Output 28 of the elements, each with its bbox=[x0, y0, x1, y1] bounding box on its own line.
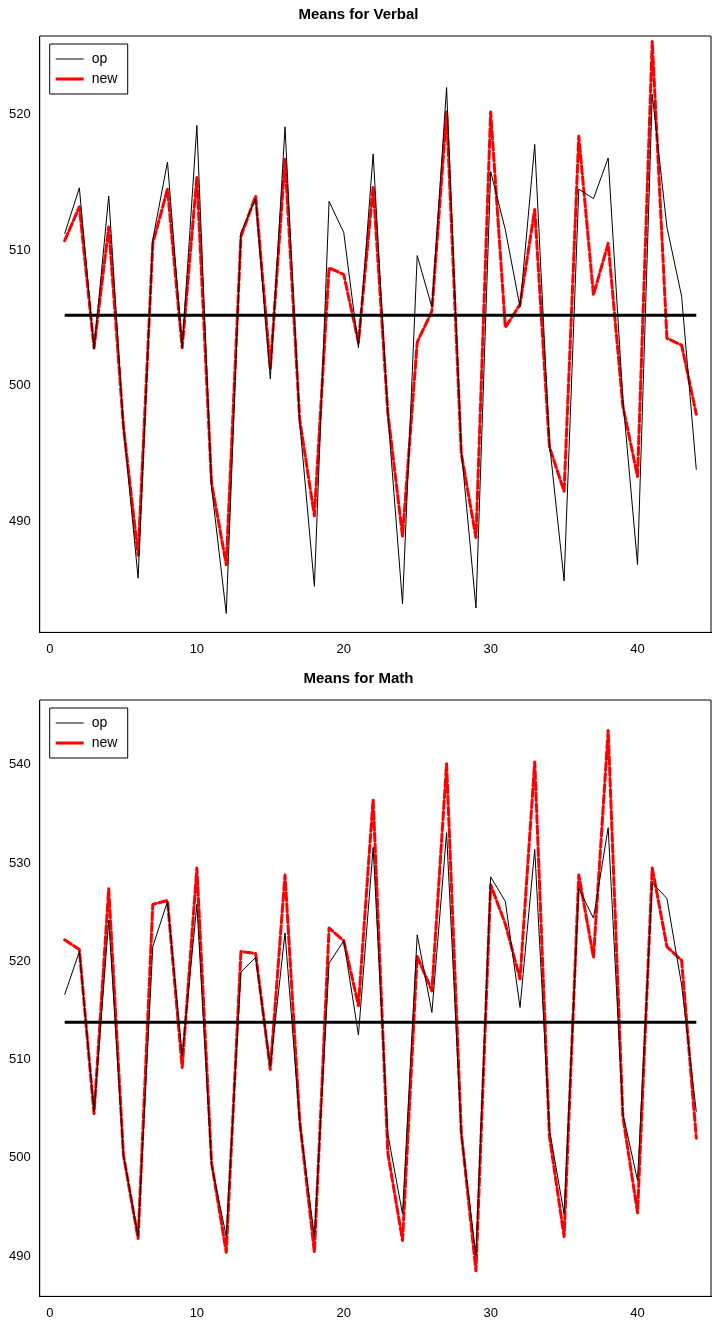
y-tick-label: 520 bbox=[8, 952, 31, 968]
y-tick-label: 490 bbox=[8, 1247, 31, 1263]
x-tick-label: 40 bbox=[630, 1304, 645, 1320]
x-tick-label: 10 bbox=[189, 640, 205, 656]
x-tick-label: 40 bbox=[630, 640, 645, 656]
chart-title: Means for Math bbox=[303, 669, 414, 687]
y-tick-label: 510 bbox=[8, 1051, 31, 1067]
y-tick-label: 530 bbox=[8, 854, 31, 870]
x-tick-label: 30 bbox=[483, 640, 498, 656]
y-tick-label: 510 bbox=[8, 241, 31, 257]
chart-title: Means for Verbal bbox=[298, 5, 419, 23]
y-tick-label: 500 bbox=[8, 377, 31, 393]
legend-label: op bbox=[91, 49, 108, 66]
line-series bbox=[63, 728, 698, 1273]
x-tick-label: 10 bbox=[189, 1304, 205, 1320]
x-tick-label: 20 bbox=[336, 640, 351, 656]
legend-label: new bbox=[91, 69, 119, 86]
y-tick-label: 490 bbox=[8, 512, 31, 528]
y-tick-label: 500 bbox=[8, 1149, 31, 1165]
x-tick-label: 20 bbox=[336, 1304, 351, 1320]
line-series bbox=[63, 39, 698, 567]
x-tick-label: 0 bbox=[46, 1304, 54, 1320]
y-tick-label: 540 bbox=[8, 756, 31, 772]
x-tick-label: 0 bbox=[46, 640, 54, 656]
x-tick-label: 30 bbox=[483, 1304, 498, 1320]
y-tick-label: 520 bbox=[8, 106, 31, 122]
legend-label: new bbox=[91, 733, 119, 750]
legend-label: op bbox=[91, 713, 108, 730]
